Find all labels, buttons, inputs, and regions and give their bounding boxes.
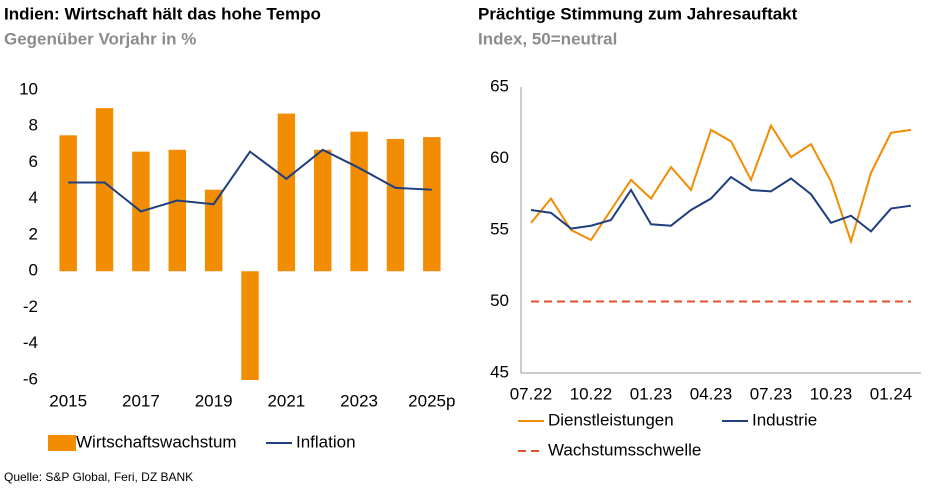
y-tick-label: 45 xyxy=(490,362,509,381)
chart-title: Indien: Wirtschaft hält das hohe Tempo xyxy=(4,4,321,23)
y-tick-label: 6 xyxy=(29,152,38,171)
chart-title: Prächtige Stimmung zum Jahresauftakt xyxy=(478,4,798,23)
y-tick-label: 0 xyxy=(29,261,38,280)
y-tick-label: 60 xyxy=(490,148,509,167)
x-tick-label: 04.23 xyxy=(690,384,733,403)
y-tick-label: -6 xyxy=(23,369,38,388)
legend-swatch xyxy=(48,435,76,451)
bar xyxy=(95,108,114,272)
chart-subtitle: Index, 50=neutral xyxy=(478,29,617,48)
bar xyxy=(241,271,259,380)
legend-label: Wachstumsschwelle xyxy=(548,440,701,459)
bar xyxy=(59,135,77,272)
line xyxy=(68,148,432,213)
x-tick-label: 01.23 xyxy=(630,384,673,403)
x-tick-label: 10.23 xyxy=(810,384,853,403)
x-tick-label: 2015 xyxy=(49,391,87,410)
line xyxy=(530,175,912,233)
x-tick-label: 01.24 xyxy=(870,384,913,403)
y-tick-label: 4 xyxy=(29,188,38,207)
chart-subtitle: Gegenüber Vorjahr in % xyxy=(4,29,196,48)
legend-label: Industrie xyxy=(752,410,817,429)
legend-label: Dienstleistungen xyxy=(548,410,674,429)
y-tick-label: 8 xyxy=(29,116,38,135)
y-tick-label: 10 xyxy=(19,79,38,98)
x-tick-label: 2023 xyxy=(340,391,378,410)
y-tick-label: 55 xyxy=(490,219,509,238)
x-tick-label: 2017 xyxy=(122,391,160,410)
legend-label: Inflation xyxy=(296,432,356,451)
bar xyxy=(204,189,223,272)
bar xyxy=(314,149,332,272)
y-tick-label: 65 xyxy=(490,76,509,95)
x-tick-label: 10.22 xyxy=(570,384,613,403)
y-tick-label: 2 xyxy=(29,224,38,243)
x-tick-label: 2019 xyxy=(195,391,233,410)
x-tick-label: 2021 xyxy=(267,391,305,410)
y-tick-label: 50 xyxy=(490,291,509,310)
bar xyxy=(350,131,368,272)
source: Quelle: S&P Global, Feri, DZ BANK xyxy=(4,470,193,484)
line xyxy=(530,123,912,245)
bar xyxy=(168,149,186,272)
x-tick-label: 07.22 xyxy=(510,384,553,403)
y-tick-label: -4 xyxy=(23,333,38,352)
bar xyxy=(423,137,441,272)
bar xyxy=(277,113,296,272)
x-tick-label: 07.23 xyxy=(750,384,793,403)
x-tick-label: 2025p xyxy=(408,391,455,410)
y-tick-label: -2 xyxy=(23,297,38,316)
bar xyxy=(386,138,405,272)
legend-label: Wirtschaftswachstum xyxy=(76,432,237,451)
